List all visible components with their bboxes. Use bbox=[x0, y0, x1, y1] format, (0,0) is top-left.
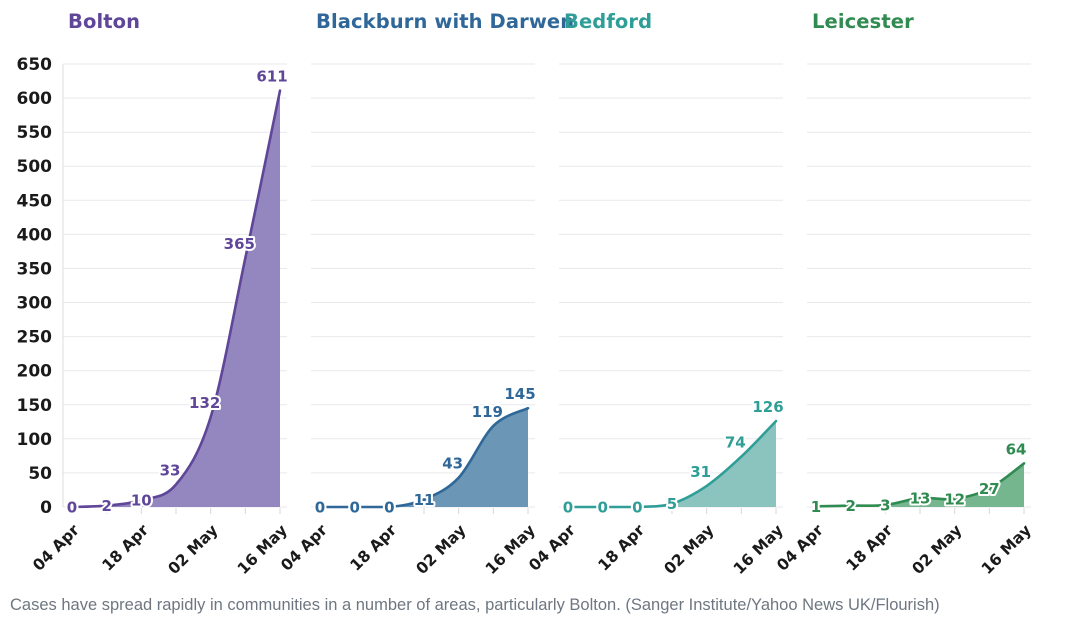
y-tick-label: 650 bbox=[17, 55, 53, 75]
data-value-label: 0 bbox=[384, 499, 394, 517]
chart-panel-bedford: 04 Apr 18 Apr 02 May 16 May 0 0 0 5 31 74 126 bbox=[525, 52, 787, 580]
panel-title-bolton: Bolton bbox=[68, 10, 141, 33]
data-value-label: 27 bbox=[979, 480, 1000, 498]
area-fill bbox=[320, 408, 528, 507]
data-value-label: 132 bbox=[189, 394, 220, 412]
data-value-label: 0 bbox=[349, 499, 359, 517]
data-value-label: 43 bbox=[442, 455, 463, 473]
panel-title-bedford: Bedford bbox=[564, 10, 653, 33]
chart-caption: Cases have spread rapidly in communities… bbox=[10, 596, 940, 614]
x-tick-label: 02 May bbox=[909, 521, 966, 578]
x-tick-label: 16 May bbox=[730, 521, 787, 578]
x-tick-label: 02 May bbox=[165, 521, 222, 578]
x-tick-label: 16 May bbox=[978, 521, 1035, 578]
y-tick-label: 350 bbox=[17, 260, 53, 280]
area-fill bbox=[72, 90, 280, 507]
data-value-label: 64 bbox=[1006, 440, 1027, 458]
y-tick-label: 100 bbox=[17, 430, 53, 450]
x-tick-label: 18 Apr bbox=[99, 521, 153, 575]
trend-line bbox=[566, 419, 778, 509]
trend-line bbox=[318, 406, 530, 509]
data-value-label: 119 bbox=[472, 403, 503, 421]
data-value-label: 0 bbox=[632, 499, 642, 517]
trend-line bbox=[814, 462, 1026, 508]
data-value-label: 145 bbox=[504, 385, 535, 403]
x-tick-label: 16 May bbox=[234, 521, 291, 578]
y-tick-label: 600 bbox=[17, 89, 53, 109]
data-value-label: 365 bbox=[224, 235, 255, 253]
y-tick-label: 450 bbox=[17, 191, 53, 211]
x-tick-label: 18 Apr bbox=[347, 521, 401, 575]
y-tick-label: 0 bbox=[40, 498, 52, 518]
data-value-label: 13 bbox=[910, 490, 931, 508]
data-value-label: 10 bbox=[131, 492, 152, 510]
y-tick-label: 250 bbox=[17, 328, 53, 348]
chart-panel-bolton: 04 Apr 18 Apr 02 May 16 May 0 2 10 33 132 365 611 bbox=[29, 52, 291, 580]
data-value-label: 5 bbox=[667, 495, 677, 513]
data-value-label: 2 bbox=[101, 497, 111, 515]
y-tick-label: 200 bbox=[17, 362, 53, 382]
data-value-label: 0 bbox=[597, 499, 607, 517]
data-value-label: 3 bbox=[880, 497, 890, 515]
trend-line bbox=[70, 89, 282, 509]
area-fill bbox=[568, 421, 776, 507]
panels-container: 04 Apr 18 Apr 02 May 16 May 0 2 10 33 132 365 611 0… bbox=[29, 52, 1035, 580]
panel-title-leicester: Leicester bbox=[812, 10, 914, 33]
y-tick-label: 500 bbox=[17, 157, 53, 177]
chart-panel-leicester: 04 Apr 18 Apr 02 May 16 May 1 2 3 13 12 27 64 bbox=[773, 52, 1035, 580]
data-value-label: 2 bbox=[845, 497, 855, 515]
x-tick-label: 02 May bbox=[413, 521, 470, 578]
data-value-label: 1 bbox=[811, 498, 821, 516]
x-tick-label: 18 Apr bbox=[843, 521, 897, 575]
y-tick-label: 550 bbox=[17, 123, 53, 143]
y-tick-label: 150 bbox=[17, 396, 53, 416]
panel-title-blackburn: Blackburn with Darwen bbox=[316, 10, 575, 33]
data-value-label: 611 bbox=[256, 68, 287, 86]
data-value-label: 0 bbox=[315, 499, 325, 517]
data-value-label: 11 bbox=[414, 491, 435, 509]
chart-panel-blackburn-with-darwen: 04 Apr 18 Apr 02 May 16 May 0 0 0 11 43 119 145 bbox=[277, 52, 539, 580]
y-axis-ticks: 0 50 100 150 200 250 300 350 400 450 500 550 600 650 bbox=[17, 55, 53, 518]
x-tick-label: 16 May bbox=[482, 521, 539, 578]
data-value-label: 31 bbox=[690, 463, 711, 481]
y-tick-label: 50 bbox=[28, 464, 52, 484]
data-value-label: 74 bbox=[725, 434, 746, 452]
data-value-label: 0 bbox=[563, 499, 573, 517]
data-value-label: 12 bbox=[944, 490, 965, 508]
y-axis: 0 50 100 150 200 250 300 350 400 450 500 550 600 650 bbox=[0, 52, 62, 580]
x-tick-label: 02 May bbox=[661, 521, 718, 578]
y-tick-label: 400 bbox=[17, 225, 53, 245]
x-tick-label: 18 Apr bbox=[595, 521, 649, 575]
y-tick-label: 300 bbox=[17, 294, 53, 314]
panel-titles-row: Bolton Blackburn with Darwen Bedford Lei… bbox=[62, 10, 1032, 52]
data-value-label: 126 bbox=[752, 398, 783, 416]
data-value-label: 33 bbox=[160, 462, 181, 480]
data-value-label: 0 bbox=[67, 499, 77, 517]
chart-area: 0 50 100 150 200 250 300 350 400 450 500 550 600 650 … bbox=[0, 52, 1035, 580]
